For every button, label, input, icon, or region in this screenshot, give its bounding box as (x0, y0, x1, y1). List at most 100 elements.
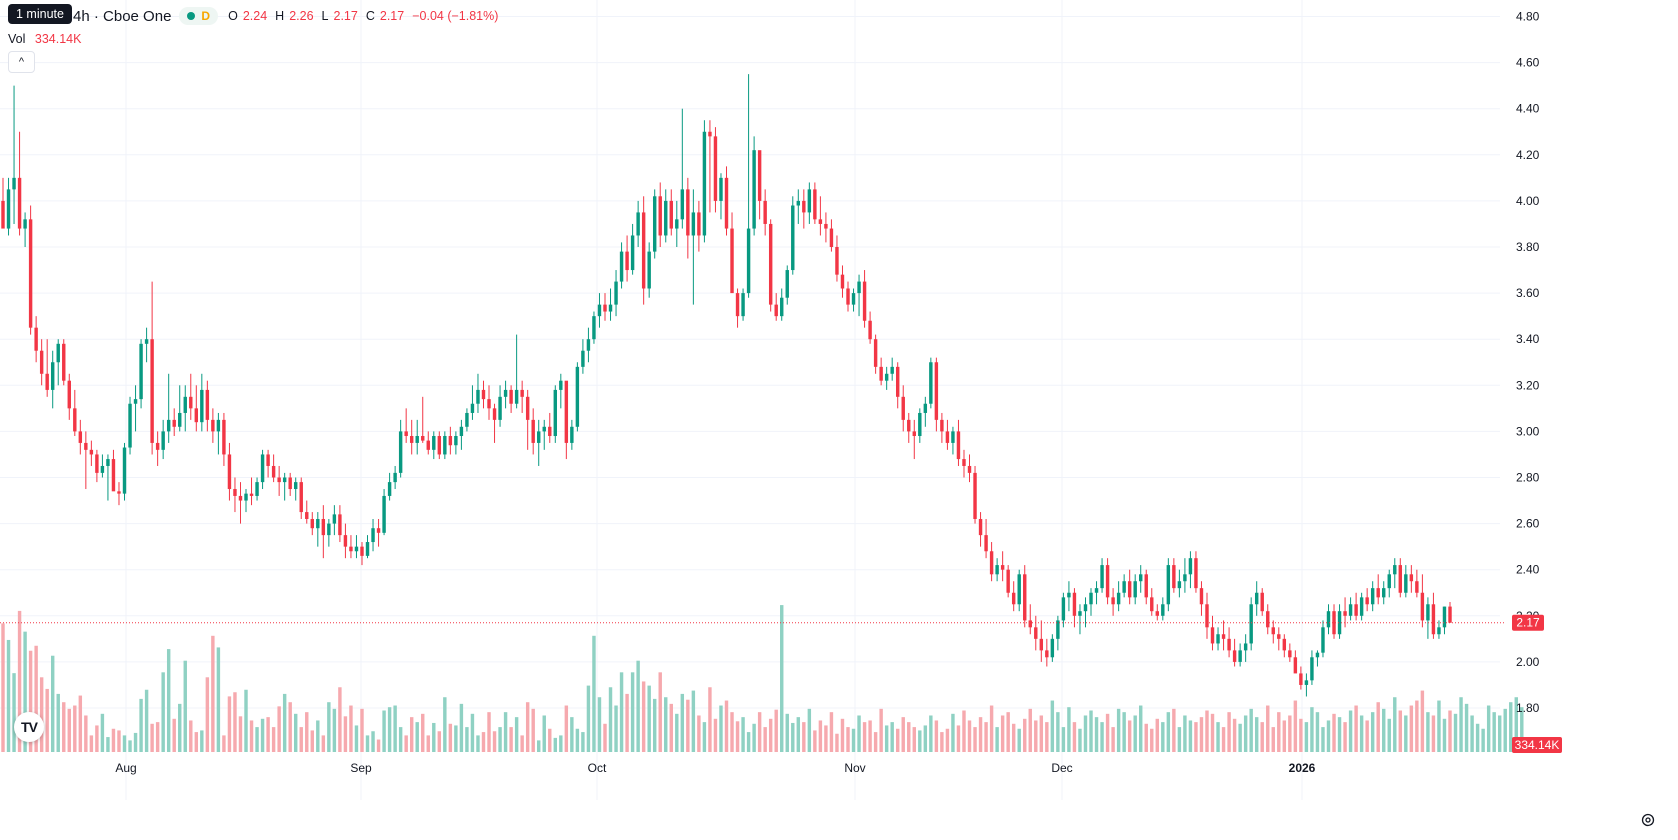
candle-body (1348, 604, 1353, 616)
candle (1348, 597, 1353, 621)
candle (774, 293, 778, 321)
volume-bar (1210, 713, 1215, 752)
volume-bar (382, 710, 386, 752)
candle (901, 385, 905, 432)
candle-body (575, 366, 580, 427)
candle-body (1028, 620, 1032, 628)
candle (973, 465, 977, 524)
volume-bar (1056, 712, 1060, 752)
candle (791, 196, 795, 275)
candle-body (277, 477, 281, 483)
candle (1172, 558, 1176, 593)
candle-body (492, 408, 497, 420)
candle-body (1105, 565, 1110, 598)
volume-bar (1398, 710, 1403, 752)
candle-body (1426, 604, 1430, 621)
collapse-legend-button[interactable]: ^ (8, 51, 35, 73)
candle (205, 380, 210, 432)
candle (912, 419, 916, 460)
volume-bar (1404, 715, 1408, 752)
candle (989, 542, 994, 582)
candle-body (818, 219, 823, 224)
candle (1315, 650, 1320, 667)
candle (1100, 558, 1104, 593)
candle (282, 472, 287, 501)
candle-body (636, 212, 640, 236)
volume-bar (1078, 728, 1082, 752)
candle (1161, 597, 1165, 621)
candle-body (912, 431, 916, 437)
candle (929, 357, 933, 409)
candle-body (708, 131, 712, 137)
gear-icon[interactable] (1640, 812, 1656, 828)
volume-bar (548, 728, 552, 752)
volume-bar (56, 693, 60, 752)
candle-body (432, 436, 436, 450)
volume-bar (691, 690, 696, 752)
candle-body (829, 228, 834, 247)
candle-body (956, 431, 961, 460)
volume-bar (17, 610, 22, 752)
candle-body (200, 389, 204, 423)
candle-body (194, 408, 199, 423)
volume-bar (895, 728, 900, 752)
candle (249, 477, 254, 506)
volume-bar (636, 660, 640, 752)
candle-body (664, 200, 668, 236)
volume-bar (1266, 705, 1270, 752)
candle (1277, 627, 1281, 651)
candle-body (1393, 565, 1397, 575)
volume-bar (1509, 702, 1513, 752)
volume-bar (338, 687, 342, 752)
time-tick-label: Nov (844, 761, 865, 775)
volume-bar (67, 708, 71, 752)
candle (813, 182, 817, 224)
candle-body (680, 189, 685, 220)
volume-bar (255, 727, 259, 752)
candle (884, 366, 889, 390)
candle-body (592, 316, 596, 340)
candle (1271, 620, 1275, 644)
candle-body (343, 535, 348, 547)
volume-bar (73, 705, 77, 752)
candle (465, 408, 469, 432)
volume-label: Vol (8, 32, 26, 46)
volume-bar (537, 740, 541, 752)
candle (1404, 565, 1408, 598)
candle (735, 288, 740, 328)
candle-body (1354, 604, 1358, 616)
close-label: C (365, 9, 375, 23)
candle (1243, 634, 1248, 662)
volume-bar (1177, 727, 1182, 752)
volume-bar (846, 727, 850, 752)
volume-bar (233, 692, 237, 752)
volume-bar (200, 730, 204, 752)
volume-bar (818, 720, 823, 752)
candle (1282, 634, 1287, 658)
candle (45, 339, 49, 397)
candle (1232, 638, 1237, 667)
candle (1150, 588, 1154, 616)
candle (1023, 565, 1027, 628)
volume-bar (354, 725, 359, 752)
candle (1442, 606, 1447, 635)
candle-body (443, 436, 447, 455)
volume-bar (1061, 727, 1066, 752)
volume-bar (260, 718, 265, 752)
candle (1078, 604, 1082, 635)
volume-bar (1288, 715, 1292, 752)
volume-bar (360, 708, 364, 752)
volume-bar (205, 677, 210, 752)
candle-body (415, 436, 419, 443)
candle (316, 512, 320, 547)
candle-body (1254, 592, 1259, 605)
tradingview-logo-icon[interactable]: TV (14, 712, 44, 742)
candle (492, 403, 497, 443)
status-dots[interactable]: D (179, 7, 219, 25)
candle-body (305, 512, 309, 519)
candle (139, 339, 143, 409)
candle-body (780, 297, 784, 317)
volume-bar (1150, 728, 1154, 752)
